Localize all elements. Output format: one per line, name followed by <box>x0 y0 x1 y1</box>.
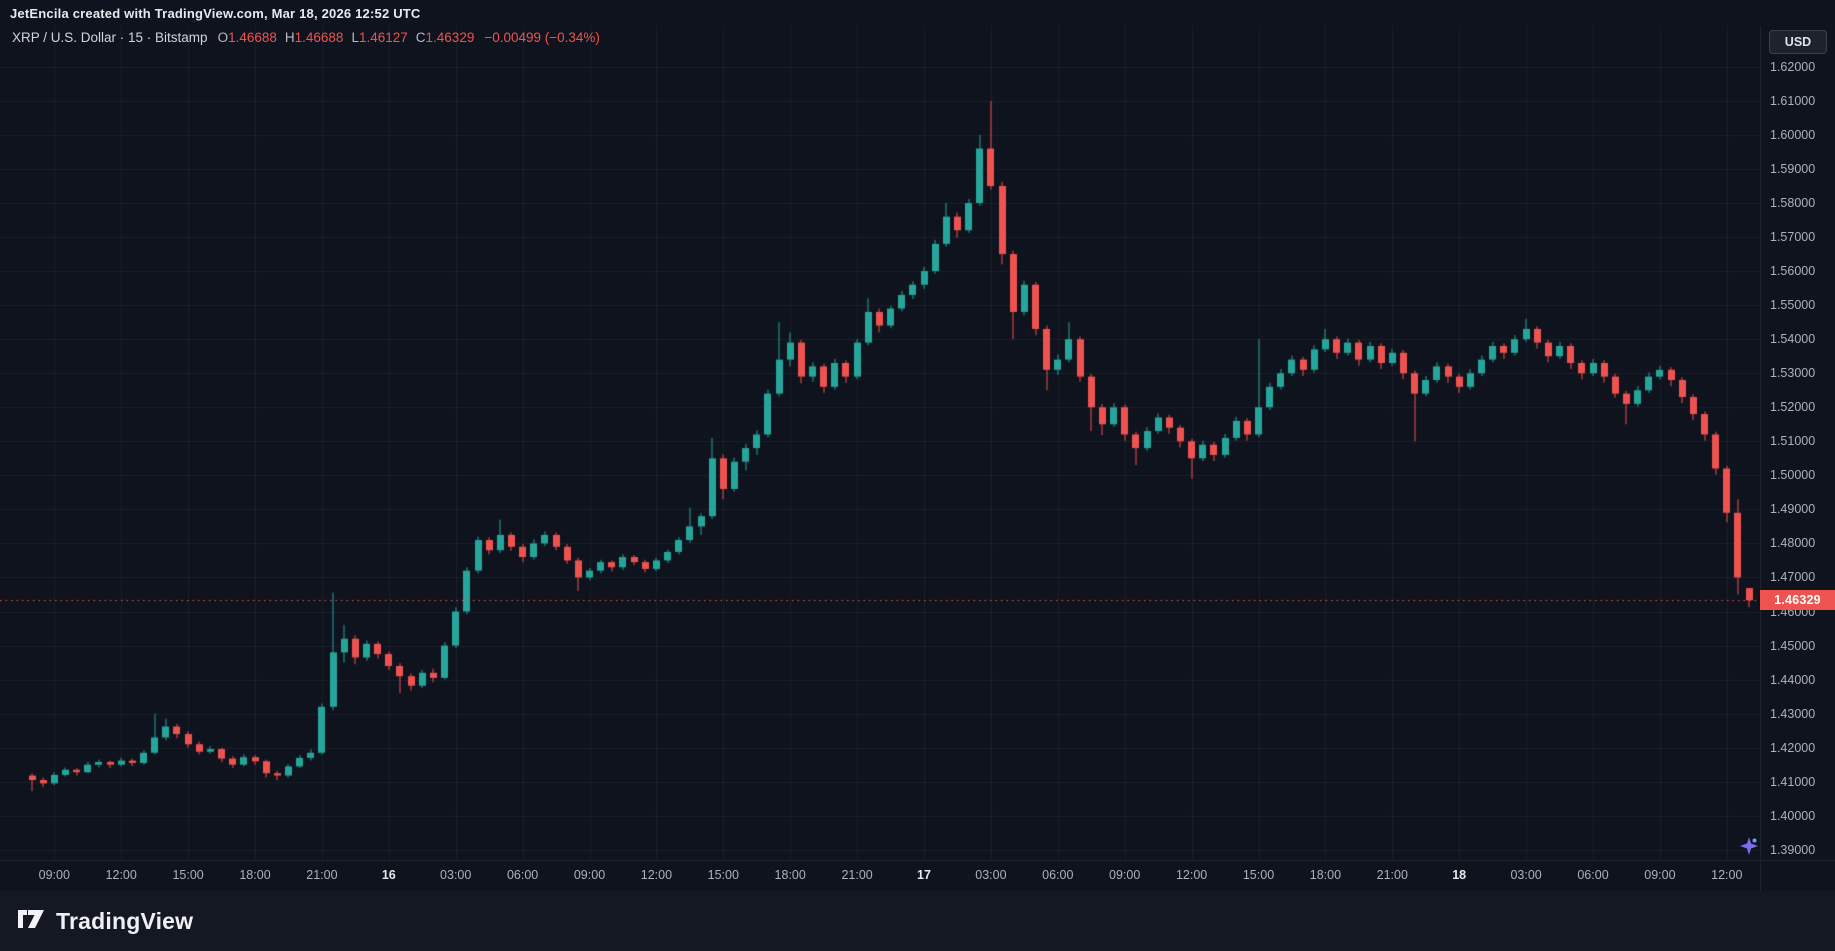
time-tick-label: 12:00 <box>105 868 137 882</box>
time-tick-label: 06:00 <box>1042 868 1074 882</box>
ohlc-open: O1.46688 <box>217 30 277 45</box>
price-tick-label: 1.51000 <box>1770 434 1816 449</box>
time-tick-label: 21:00 <box>306 868 338 882</box>
currency-toggle-button[interactable]: USD <box>1769 30 1827 54</box>
time-tick-label: 15:00 <box>1242 868 1275 882</box>
price-tick-label: 1.39000 <box>1770 842 1816 857</box>
price-tick-label: 1.50000 <box>1770 468 1816 483</box>
time-tick-label: 03:00 <box>1510 868 1542 882</box>
price-tick-label: 1.55000 <box>1770 298 1816 313</box>
time-axis[interactable]: 09:00 12:00 15:00 18:00 21:00 16 03:00 06:00 09:… <box>0 860 1760 892</box>
price-tick-label: 1.45000 <box>1770 638 1816 653</box>
price-tick-label: 1.60000 <box>1770 127 1816 142</box>
price-axis[interactable]: 1.62000 1.61000 1.60000 1.59000 1.58000 1.570… <box>1760 26 1835 860</box>
time-tick-label: 06:00 <box>506 868 539 882</box>
price-tick-label: 1.62000 <box>1770 59 1816 74</box>
time-tick-label: 03:00 <box>440 868 472 882</box>
price-tick-label: 1.61000 <box>1770 93 1816 108</box>
bottom-toolbar: TradingView <box>0 891 1835 951</box>
price-tick-label: 1.49000 <box>1770 502 1816 517</box>
price-tick-label: 1.59000 <box>1770 161 1816 176</box>
ohlc-low: L1.46127 <box>351 30 408 45</box>
time-tick-label: 15:00 <box>707 868 739 882</box>
time-tick-label: 03:00 <box>975 868 1007 882</box>
price-tick-label: 1.56000 <box>1770 264 1816 279</box>
tradingview-logo[interactable]: TradingView <box>16 905 193 938</box>
chart-legend[interactable]: XRP / U.S. Dollar · 15 · Bitstamp O1.466… <box>12 30 600 45</box>
event-marker-icon[interactable] <box>1739 836 1759 856</box>
tradingview-logo-text: TradingView <box>56 907 194 934</box>
time-tick-label: 18:00 <box>239 868 271 882</box>
time-tick-label: 12:00 <box>1711 868 1743 882</box>
price-tick-label: 1.42000 <box>1770 740 1816 755</box>
price-tick-label: 1.40000 <box>1770 808 1816 823</box>
price-tick-label: 1.58000 <box>1770 196 1816 210</box>
price-tick-label: 1.54000 <box>1770 332 1816 347</box>
price-tick-label: 1.48000 <box>1770 536 1816 551</box>
time-tick-label: 12:00 <box>640 868 673 882</box>
time-tick-day-label: 18 <box>1452 868 1467 882</box>
time-tick-label: 09:00 <box>1109 868 1141 882</box>
price-tick-label: 1.47000 <box>1770 570 1816 585</box>
time-tick-label: 15:00 <box>172 868 204 882</box>
ohlc-high: H1.46688 <box>284 30 344 45</box>
time-tick-label: 21:00 <box>1376 868 1408 882</box>
ohlc-close: C1.46329 <box>415 30 475 45</box>
time-tick-label: 09:00 <box>38 868 70 882</box>
time-tick-label: 21:00 <box>841 868 873 882</box>
price-tick-label: 1.57000 <box>1770 230 1816 245</box>
time-tick-label: 12:00 <box>1175 868 1208 882</box>
axis-corner <box>1760 860 1835 892</box>
time-tick-day-label: 17 <box>917 868 931 882</box>
price-tick-label: 1.41000 <box>1770 774 1816 789</box>
time-tick-label: 09:00 <box>1644 868 1676 882</box>
price-change: −0.00499 (−0.34%) <box>484 30 600 45</box>
time-tick-label: 18:00 <box>774 868 806 882</box>
attribution-text: JetEncila created with TradingView.com, … <box>10 6 421 21</box>
price-tick-label: 1.52000 <box>1770 400 1816 415</box>
last-price-tag: 1.46329 <box>1760 590 1835 611</box>
price-tick-label: 1.44000 <box>1770 672 1816 687</box>
time-tick-label: 06:00 <box>1577 868 1609 882</box>
candlestick-chart-canvas[interactable] <box>0 26 1760 860</box>
tradingview-logo-icon <box>16 905 46 938</box>
time-tick-label: 18:00 <box>1309 868 1342 882</box>
price-tick-label: 1.53000 <box>1770 366 1816 381</box>
price-tick-label: 1.43000 <box>1770 706 1816 721</box>
time-tick-day-label: 16 <box>381 868 396 882</box>
time-tick-label: 09:00 <box>573 868 606 882</box>
symbol-title[interactable]: XRP / U.S. Dollar · 15 · Bitstamp <box>12 30 208 45</box>
